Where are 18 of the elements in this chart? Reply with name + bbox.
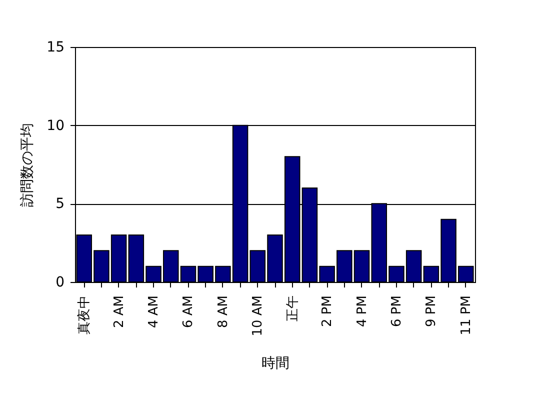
x-tick-label: 真夜中 — [76, 296, 92, 334]
x-tick-label: 6 AM — [181, 296, 196, 328]
x-tick-label: 11 PM — [458, 296, 474, 336]
x-tick-label: 8 AM — [216, 296, 231, 328]
y-axis-title: 訪問数の平均 — [20, 123, 36, 207]
x-tick-label: 6 PM — [389, 296, 404, 327]
y-tick-label: 0 — [56, 274, 64, 290]
x-tick-label: 9 PM — [424, 296, 440, 327]
y-tick-label: 10 — [46, 118, 64, 134]
x-axis-title: 時間 — [262, 355, 290, 372]
x-tick-label: 2 PM — [320, 296, 336, 327]
x-tick-label: 2 AM — [112, 296, 127, 328]
x-tick-label: 正午 — [285, 296, 300, 322]
x-tick-label: 10 AM — [250, 296, 266, 336]
x-tick-label: 4 PM — [354, 296, 370, 327]
x-tick-label: 4 AM — [146, 296, 162, 328]
y-tick-label: 5 — [56, 196, 64, 212]
y-tick-label: 15 — [46, 40, 64, 56]
